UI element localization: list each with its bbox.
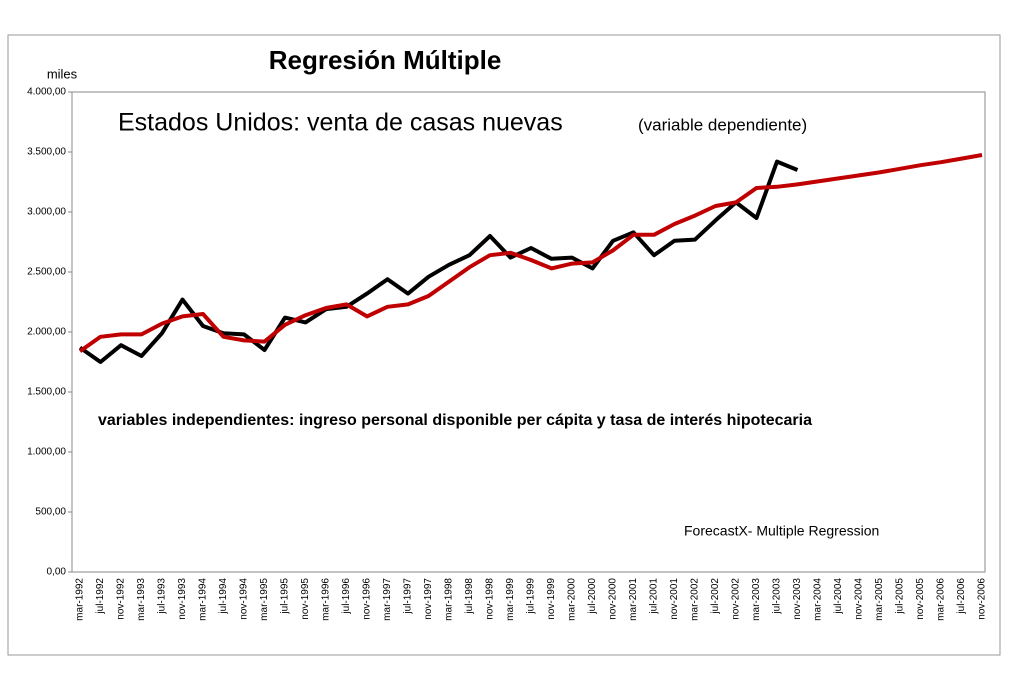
x-tick-label: mar-1998: [444, 578, 455, 621]
x-tick-label: mar-2000: [567, 578, 578, 621]
x-tick-label: jul-1994: [218, 578, 229, 615]
x-tick-label: jul-2006: [956, 578, 967, 615]
x-tick-label: mar-1993: [136, 578, 147, 621]
x-tick-label: mar-1995: [259, 578, 270, 621]
x-tick-label: mar-2003: [751, 578, 762, 621]
x-tick-label: jul-1993: [157, 578, 168, 615]
x-tick-label: jul-1992: [95, 578, 106, 615]
x-tick-label: nov-2002: [731, 578, 742, 620]
subtitle-note: (variable dependiente): [638, 115, 807, 134]
subtitle: Estados Unidos: venta de casas nuevas: [118, 109, 563, 137]
x-tick-label: mar-1997: [382, 578, 393, 621]
x-tick-label: nov-1992: [116, 578, 127, 620]
x-tick-label: jul-2002: [710, 578, 721, 615]
x-tick-label: jul-2005: [895, 578, 906, 615]
x-tick-label: mar-2002: [690, 578, 701, 621]
x-tick-label: nov-1995: [300, 578, 311, 620]
series-line: [78, 153, 983, 353]
annotation: ForecastX- Multiple Regression: [684, 523, 879, 539]
series-line: [78, 159, 799, 364]
x-tick-label: jul-1998: [464, 578, 475, 615]
x-tick-label: nov-1993: [177, 578, 188, 620]
x-tick-label: nov-2006: [977, 578, 988, 620]
y-tick-label: 2.500,00: [27, 267, 66, 278]
x-tick-label: jul-2000: [587, 578, 598, 615]
x-tick-label: nov-2000: [608, 578, 619, 620]
x-tick-label: jul-2004: [833, 578, 844, 615]
x-tick-label: mar-1992: [75, 578, 86, 621]
x-tick-label: nov-1994: [239, 578, 250, 620]
y-tick-label: 1.000,00: [27, 447, 66, 458]
y-tick-label: 1.500,00: [27, 387, 66, 398]
chart-title: Regresión Múltiple: [269, 45, 502, 75]
x-tick-label: mar-2001: [628, 578, 639, 621]
x-tick-label: nov-1997: [423, 578, 434, 620]
x-tick-label: nov-1996: [362, 578, 373, 620]
chart-frame: [7, 34, 1001, 656]
x-tick-label: nov-1998: [485, 578, 496, 620]
x-tick-label: mar-1994: [198, 578, 209, 621]
y-axis-label: miles: [47, 66, 78, 81]
y-tick-label: 0,00: [47, 567, 67, 578]
x-tick-label: jul-1999: [526, 578, 537, 615]
x-tick-label: nov-2004: [854, 578, 865, 620]
y-tick-label: 3.500,00: [27, 147, 66, 158]
x-tick-label: nov-1999: [546, 578, 557, 620]
x-tick-label: nov-2003: [792, 578, 803, 620]
x-tick-label: mar-1996: [321, 578, 332, 621]
y-tick-label: 4.000,00: [27, 87, 66, 98]
y-tick-label: 500,00: [35, 507, 66, 518]
x-tick-label: mar-1999: [505, 578, 516, 621]
x-tick-label: jul-1996: [341, 578, 352, 615]
x-tick-label: jul-2001: [649, 578, 660, 615]
y-tick-label: 3.000,00: [27, 207, 66, 218]
y-tick-label: 2.000,00: [27, 327, 66, 338]
x-tick-label: nov-2005: [915, 578, 926, 620]
x-tick-label: jul-1995: [280, 578, 291, 615]
plot-area: [71, 91, 986, 573]
x-tick-label: nov-2001: [669, 578, 680, 620]
x-tick-label: jul-1997: [403, 578, 414, 615]
x-tick-label: mar-2006: [936, 578, 947, 621]
x-tick-label: jul-2003: [772, 578, 783, 615]
x-tick-label: mar-2005: [874, 578, 885, 621]
x-tick-label: mar-2004: [813, 578, 824, 621]
annotation: variables independientes: ingreso person…: [98, 412, 812, 429]
